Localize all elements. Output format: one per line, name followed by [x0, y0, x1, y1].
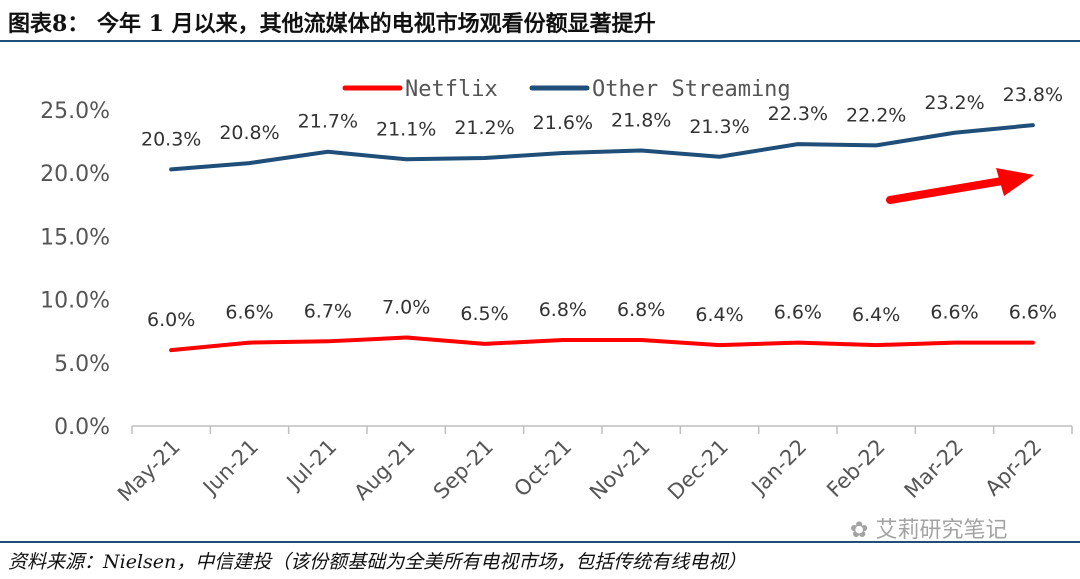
- data-label: 23.8%: [1003, 84, 1063, 106]
- data-label: 6.5%: [460, 303, 508, 325]
- data-label: 6.6%: [1009, 302, 1057, 324]
- y-tick-label: 20.0%: [40, 162, 110, 187]
- series-layer: 6.0% 6.6% 6.7% 7.0% 6.5% 6.8% 6.8% 6.4% 6.6% 6.4%…: [141, 84, 1063, 353]
- wechat-icon: ✿: [850, 518, 869, 543]
- x-tick-label: Jan-22: [746, 435, 812, 501]
- series-line: [169, 335, 1035, 353]
- legend-label: Netflix: [405, 77, 498, 102]
- series-line: [169, 123, 1035, 172]
- series-other-streaming: 20.3% 20.8% 21.7% 21.1% 21.2% 21.6% 21.8% 21.3%…: [141, 84, 1063, 172]
- x-tick-label: Sep-21: [429, 435, 498, 504]
- annotation-layer: [886, 168, 1034, 204]
- data-label: 22.3%: [768, 103, 828, 125]
- x-tick-label: Mar-22: [900, 435, 968, 503]
- data-label: 7.0%: [382, 297, 430, 319]
- line-chart: Netflix Other Streaming 0.0% 5.0% 10.0% 15.0…: [40, 77, 1073, 507]
- data-label: 6.6%: [225, 302, 273, 324]
- y-axis: 0.0% 5.0% 10.0% 15.0% 20.0% 25.0%: [40, 99, 110, 440]
- watermark-text: 艾莉研究笔记: [875, 518, 1008, 543]
- x-tick-label: Apr-22: [980, 435, 1046, 501]
- legend: Netflix Other Streaming: [342, 77, 791, 102]
- source-note: 资料来源：Nielsen，中信建投（该份额基础为全美所有电视市场，包括传统有线电…: [8, 551, 747, 573]
- data-label: 21.1%: [376, 118, 436, 140]
- x-tick-label: Oct-21: [509, 435, 576, 502]
- top-rule: [0, 40, 1080, 42]
- data-label: 6.7%: [304, 300, 352, 322]
- y-tick-label: 15.0%: [40, 225, 110, 250]
- x-tick-label: Nov-21: [585, 435, 655, 505]
- data-label: 21.7%: [298, 111, 358, 133]
- legend-label: Other Streaming: [592, 77, 791, 102]
- data-label: 20.3%: [141, 128, 201, 150]
- x-tick-label: Dec-21: [663, 435, 733, 505]
- series-netflix: 6.0% 6.6% 6.7% 7.0% 6.5% 6.8% 6.8% 6.4% 6.6% 6.4%…: [147, 297, 1057, 353]
- y-tick-label: 25.0%: [40, 99, 110, 124]
- watermark: ✿ 艾莉研究笔记: [850, 512, 1007, 544]
- x-tick-label: May-21: [113, 435, 185, 507]
- data-label: 6.8%: [539, 299, 587, 321]
- data-label: 21.3%: [689, 116, 749, 138]
- data-label: 6.4%: [695, 304, 743, 326]
- y-tick-label: 0.0%: [54, 415, 110, 440]
- x-tick-label: Jul-21: [281, 435, 342, 496]
- data-label: 21.8%: [611, 109, 671, 131]
- data-label: 6.6%: [774, 302, 822, 324]
- bottom-rule: [0, 541, 1080, 543]
- data-label: 21.6%: [533, 112, 593, 134]
- x-tick-label: Feb-22: [822, 435, 890, 503]
- y-tick-label: 10.0%: [40, 289, 110, 314]
- trend-arrow-head: [996, 168, 1034, 196]
- data-label: 6.0%: [147, 309, 195, 331]
- trend-arrow-shaft: [886, 177, 1006, 204]
- x-tick-label: Jun-21: [197, 435, 263, 501]
- data-label: 6.6%: [930, 302, 978, 324]
- data-label: 21.2%: [454, 117, 514, 139]
- y-tick-label: 5.0%: [54, 352, 110, 377]
- figure-title: 图表8： 今年 1 月以来，其他流媒体的电视市场观看份额显著提升: [8, 11, 656, 37]
- data-label: 20.8%: [219, 122, 279, 144]
- data-label: 6.4%: [852, 304, 900, 326]
- x-axis: May-21 Jun-21 Jul-21 Aug-21 Sep-21 Oct-21 Nov-…: [113, 425, 1073, 507]
- data-label: 6.8%: [617, 299, 665, 321]
- data-label: 23.2%: [924, 92, 984, 114]
- x-tick-label: Aug-21: [349, 435, 419, 505]
- data-label: 22.2%: [846, 104, 906, 126]
